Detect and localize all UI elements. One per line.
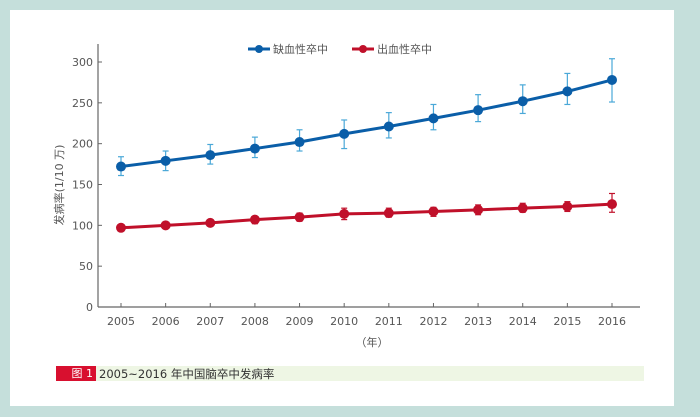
- caption-text: 2005~2016 年中国脑卒中发病率: [99, 366, 275, 381]
- y-tick-label: 150: [72, 179, 93, 192]
- data-point: [562, 86, 573, 97]
- data-point: [607, 74, 617, 85]
- legend-item-ischemic: 缺血性卒中: [248, 42, 328, 56]
- series-ischemic: [116, 58, 617, 177]
- series-layer: [116, 58, 617, 233]
- data-point: [607, 199, 617, 210]
- x-tick-label: 2016: [598, 315, 626, 328]
- x-tick-label: 2010: [330, 315, 358, 328]
- data-point: [383, 208, 394, 219]
- x-tick-label: 2007: [196, 315, 224, 328]
- x-tick-label: 2005: [107, 315, 135, 328]
- y-tick-label: 0: [86, 301, 93, 314]
- svg-text:出血性卒中: 出血性卒中: [377, 42, 432, 56]
- figure-number: 图 1: [56, 366, 96, 381]
- data-point: [517, 203, 528, 214]
- data-point: [249, 143, 260, 154]
- y-tick-label: 250: [72, 97, 93, 110]
- data-point: [294, 212, 305, 223]
- data-point: [160, 155, 171, 166]
- axes: 0 50 100 150 200 250 300 2005 2006 2007 2008 2009 20…: [72, 44, 640, 328]
- legend-item-hemorrhagic: 出血性卒中: [352, 42, 432, 56]
- data-point: [517, 96, 528, 107]
- y-tick-label: 50: [79, 260, 93, 273]
- data-point: [383, 121, 394, 132]
- data-point: [473, 105, 484, 116]
- data-point: [205, 150, 216, 161]
- data-point: [116, 161, 126, 172]
- x-tick-label: 2013: [464, 315, 492, 328]
- series-hemorrhagic: [116, 192, 617, 233]
- data-point: [473, 204, 484, 215]
- x-tick-label: 2006: [152, 315, 180, 328]
- x-tick-label: 2011: [375, 315, 403, 328]
- data-point: [562, 201, 573, 212]
- data-point: [294, 137, 305, 148]
- x-tick-label: 2008: [241, 315, 269, 328]
- legend: 缺血性卒中 出血性卒中: [248, 42, 432, 56]
- data-point: [339, 208, 350, 219]
- data-point: [428, 113, 439, 124]
- x-tick-label: 2012: [419, 315, 447, 328]
- y-axis-label: 发病率(1/10 万): [52, 145, 66, 226]
- y-tick-label: 200: [72, 138, 93, 151]
- data-point: [205, 217, 216, 228]
- data-point: [116, 222, 126, 233]
- x-tick-label: 2009: [286, 315, 314, 328]
- data-point: [339, 128, 350, 139]
- x-tick-label: 2014: [509, 315, 537, 328]
- y-tick-label: 300: [72, 56, 93, 69]
- data-point: [428, 206, 439, 217]
- data-point: [160, 220, 171, 231]
- data-point: [249, 214, 260, 225]
- x-axis-label: （年）: [356, 335, 389, 349]
- y-tick-label: 100: [72, 219, 93, 232]
- x-tick-label: 2015: [553, 315, 581, 328]
- svg-text:缺血性卒中: 缺血性卒中: [273, 42, 328, 56]
- figure-caption: 图 1 2005~2016 年中国脑卒中发病率: [56, 366, 644, 381]
